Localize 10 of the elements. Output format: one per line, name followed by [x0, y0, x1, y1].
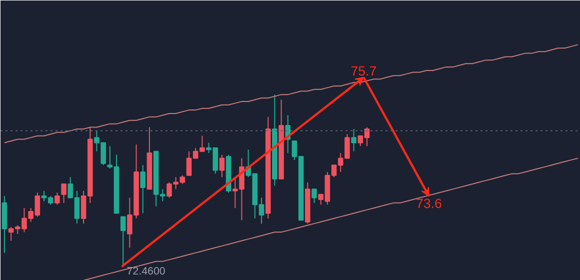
annotation: 72.4600	[126, 266, 166, 278]
candlestick	[120, 216, 126, 268]
candlestick	[54, 192, 60, 206]
candlestick	[140, 164, 146, 214]
candlestick	[219, 154, 225, 178]
candlestick	[61, 184, 66, 204]
text: 75.7	[350, 63, 377, 78]
annotation: 73.6	[416, 196, 442, 212]
candlestick	[312, 188, 317, 204]
candlestick	[351, 128, 356, 152]
